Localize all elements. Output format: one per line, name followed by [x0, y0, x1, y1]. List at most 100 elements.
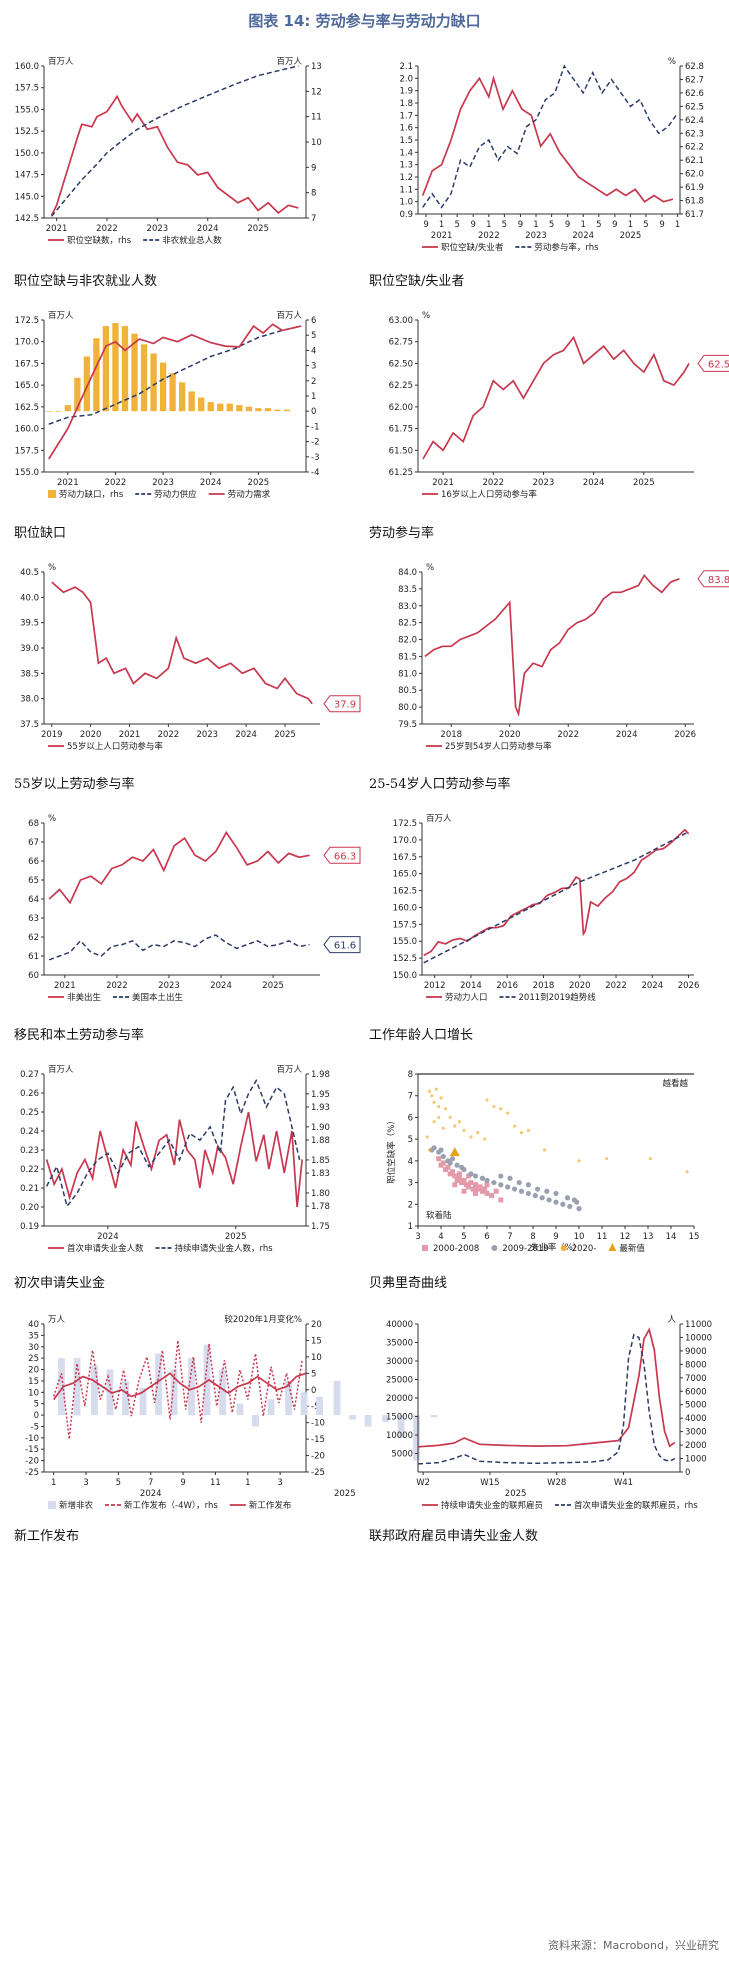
scatter-point — [574, 1199, 580, 1205]
y-tick-label: 68 — [28, 819, 39, 829]
x-tick-label: 2014 — [460, 981, 482, 991]
bar — [430, 1415, 438, 1418]
x-tick-label: 2022 — [106, 981, 128, 991]
y-tick-label: 40 — [28, 1320, 39, 1330]
x-tick-label: 1 — [245, 1478, 250, 1488]
bar — [74, 377, 81, 412]
annotation-top-right: 越看越 — [662, 1078, 688, 1089]
bar — [139, 1387, 147, 1416]
chart-7-svg: 172.5 170.0 167.5 165.0 162.5 160.0 157.5 155.0… — [393, 814, 700, 1003]
y-tick-label: 62.00 — [389, 403, 413, 413]
y-tick-label: 1.0 — [399, 198, 413, 208]
y2-tick-label: 3000 — [685, 1428, 707, 1438]
y-tick-label: 152.5 — [393, 954, 417, 964]
chart-caption-10: 新工作发布 — [14, 1529, 80, 1544]
bar — [333, 1380, 341, 1416]
legend-label: 新工作发布 — [249, 1500, 292, 1511]
scatter-point — [519, 1131, 524, 1135]
y-tick-label: 1.8 — [399, 99, 413, 109]
legend-label: 2009-2019 — [502, 1244, 548, 1254]
scatter-point — [473, 1182, 478, 1188]
chart-caption-9: 贝弗里奇曲线 — [369, 1276, 448, 1291]
y2-tick-label: -15 — [311, 1435, 325, 1445]
x-axis-label: 失业率（%） — [531, 1242, 582, 1253]
y-tick-label: 1.5 — [399, 136, 413, 146]
scatter-point — [539, 1195, 545, 1201]
x-year-label: 2023 — [525, 231, 547, 241]
bar — [382, 1415, 389, 1422]
scatter-point — [437, 1115, 441, 1120]
bar — [252, 1415, 259, 1427]
x-tick-label: 9 — [180, 1478, 185, 1488]
x-tick-label: 9 — [565, 220, 570, 230]
bar — [203, 1344, 211, 1416]
series-line — [50, 94, 299, 216]
y-tick-label: 0.22 — [20, 1165, 39, 1175]
chart-caption-3: 劳动参与率 — [369, 526, 435, 541]
y-tick-label: 4 — [408, 1157, 413, 1167]
x-year-label: 2022 — [478, 231, 500, 241]
legend-label: 2011到2019趋势线 — [519, 992, 597, 1003]
scatter-point — [576, 1206, 582, 1212]
y-tick-label: 39.0 — [20, 644, 39, 654]
scatter-point — [553, 1190, 559, 1197]
legend-label: 劳动参与率，rhs — [534, 242, 599, 253]
x-tick-label: 11 — [210, 1478, 221, 1488]
y2-tick-label: 1.83 — [311, 1169, 330, 1179]
x-tick-label: 7 — [148, 1478, 153, 1488]
y-tick-label: 157.5 — [15, 446, 39, 456]
scatter-point — [456, 1175, 462, 1181]
bar — [169, 373, 176, 412]
y-tick-label: 172.5 — [15, 316, 39, 326]
bar — [112, 323, 119, 412]
series-line — [48, 830, 310, 905]
legend-label: 劳动力缺口，rhs — [59, 489, 124, 500]
series-line — [422, 64, 679, 209]
y2-tick-label: 1000 — [685, 1455, 707, 1465]
y-tick-label: 2 — [408, 1200, 413, 1210]
x-tick-label: 2024 — [583, 478, 605, 488]
y-tick-label: 152.5 — [15, 127, 39, 137]
y2-tick-label: 11 — [311, 113, 322, 123]
y2-tick-label: -3 — [311, 453, 319, 463]
page-title: 图表 14: 劳动参与率与劳动力缺口 — [248, 12, 481, 30]
x-tick-label: 1 — [439, 220, 444, 230]
y2-tick-label: 8 — [311, 189, 316, 199]
chart-8-svg: 0.27 0.26 0.25 0.24 0.23 0.22 0.21 0.20 0.19 1.98… — [20, 1065, 330, 1254]
scatter-point — [438, 1147, 444, 1153]
unit-right: 百万人 — [276, 311, 302, 321]
y-tick-label: 35000 — [386, 1339, 413, 1349]
y-tick-label: 1.7 — [399, 111, 413, 121]
y2-tick-label: 1.90 — [311, 1123, 330, 1133]
y-tick-label: 62 — [28, 933, 39, 943]
bar — [178, 382, 186, 412]
legend-swatch — [48, 490, 56, 498]
legend-swatch — [491, 1245, 498, 1251]
y-tick-label: 82.5 — [398, 619, 417, 629]
y-tick-label: 40.0 — [20, 593, 39, 603]
chart-2-svg: 172.5 170.0 167.5 165.0 162.5 160.0 157.5 155.0… — [15, 311, 320, 500]
chart-panel-1: 2.1 2.0 1.9 1.8 1.7 1.6 1.5 1.4 1.3 1.2 1.1 1.0 0.9 6… — [382, 48, 717, 262]
y2-tick-label: 62.4 — [685, 116, 704, 126]
x-tick-label: 11 — [597, 1232, 608, 1242]
bar — [264, 408, 272, 412]
bar — [188, 391, 195, 412]
scatter-point — [456, 1171, 462, 1177]
bar — [283, 409, 291, 412]
scatter-point — [468, 1180, 474, 1186]
scatter-point — [462, 1128, 466, 1133]
y2-tick-label: 0 — [311, 1386, 316, 1396]
unit-left: % — [48, 563, 56, 573]
x-tick-label: 2022 — [96, 224, 118, 234]
y2-tick-label: 1.78 — [311, 1202, 330, 1212]
y2-tick-label: 62.1 — [685, 156, 704, 166]
y2-tick-label: 1 — [311, 392, 316, 402]
y-tick-label: 8 — [408, 1070, 413, 1080]
scatter-point — [447, 1160, 453, 1166]
y2-tick-label: 62.5 — [685, 102, 704, 112]
scatter-point — [484, 1190, 490, 1196]
y-tick-label: 155.0 — [15, 105, 39, 115]
x-tick-label: 2024 — [200, 478, 222, 488]
x-tick-label: 2024 — [235, 730, 257, 740]
y2-tick-label: 11000 — [685, 1320, 712, 1330]
